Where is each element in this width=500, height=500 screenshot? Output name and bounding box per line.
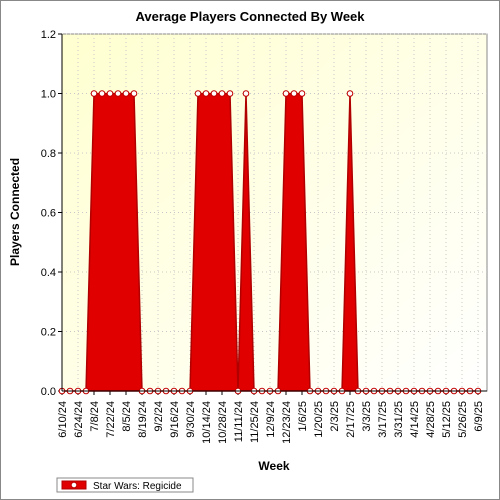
- point: [346, 90, 354, 97]
- chart-title: Average Players Connected By Week: [135, 9, 365, 24]
- x-tick-label: 5/12/25: [441, 401, 453, 438]
- x-tick-label: 10/28/24: [217, 401, 229, 444]
- x-tick-label: 4/28/25: [425, 401, 437, 438]
- x-tick-label: 1/6/25: [297, 401, 309, 432]
- x-tick-label: 2/17/25: [345, 401, 357, 438]
- point: [202, 90, 210, 97]
- x-tick-label: 12/9/24: [265, 401, 277, 438]
- x-tick-label: 7/8/24: [89, 401, 101, 432]
- x-tick-label: 2/3/25: [329, 401, 341, 432]
- point: [218, 90, 226, 97]
- point: [242, 90, 250, 97]
- x-tick-label: 11/11/24: [233, 401, 245, 442]
- x-tick-label: 5/26/25: [457, 401, 469, 438]
- point: [210, 90, 218, 97]
- legend-label: Star Wars: Regicide: [93, 481, 182, 492]
- y-tick-label: 0.4: [41, 267, 56, 279]
- x-tick-label: 1/20/25: [313, 401, 325, 438]
- x-tick-label: 7/22/24: [105, 401, 117, 438]
- x-tick-label: 11/25/24: [249, 401, 261, 443]
- point: [130, 90, 138, 97]
- point: [98, 90, 106, 97]
- y-tick-label: 0.6: [41, 208, 56, 220]
- point: [298, 90, 306, 97]
- point: [282, 90, 290, 97]
- point: [106, 90, 114, 97]
- y-tick-label: 1.0: [41, 89, 56, 101]
- x-tick-label: 9/16/24: [169, 401, 181, 438]
- x-tick-label: 3/3/25: [361, 401, 373, 432]
- y-tick-label: 0.8: [41, 148, 56, 160]
- y-axis-label: Players Connected: [8, 158, 22, 266]
- x-tick-label: 6/10/24: [57, 401, 69, 438]
- x-tick-label: 3/31/25: [393, 401, 405, 438]
- x-tick-label: 9/2/24: [153, 401, 165, 432]
- point: [194, 90, 202, 97]
- y-tick-label: 0.2: [41, 327, 56, 339]
- x-tick-label: 6/24/24: [73, 401, 85, 438]
- legend: [56, 477, 194, 493]
- x-axis-label: Week: [258, 459, 289, 473]
- legend-marker: [70, 481, 78, 489]
- point: [114, 90, 122, 97]
- x-tick-label: 8/19/24: [137, 401, 149, 438]
- x-tick-label: 4/14/25: [409, 401, 421, 438]
- x-tick-label: 8/5/24: [121, 401, 133, 432]
- point: [226, 90, 234, 97]
- x-tick-label: 9/30/24: [185, 401, 197, 438]
- x-tick-label: 6/9/25: [473, 401, 485, 432]
- y-tick-label: 0.0: [41, 386, 56, 398]
- point: [122, 90, 130, 97]
- y-tick-label: 1.2: [41, 29, 56, 41]
- x-tick-label: 10/14/24: [201, 401, 213, 444]
- x-tick-label: 3/17/25: [377, 401, 389, 438]
- x-tick-label: 12/23/24: [281, 401, 293, 444]
- point: [290, 90, 298, 97]
- point: [90, 90, 98, 97]
